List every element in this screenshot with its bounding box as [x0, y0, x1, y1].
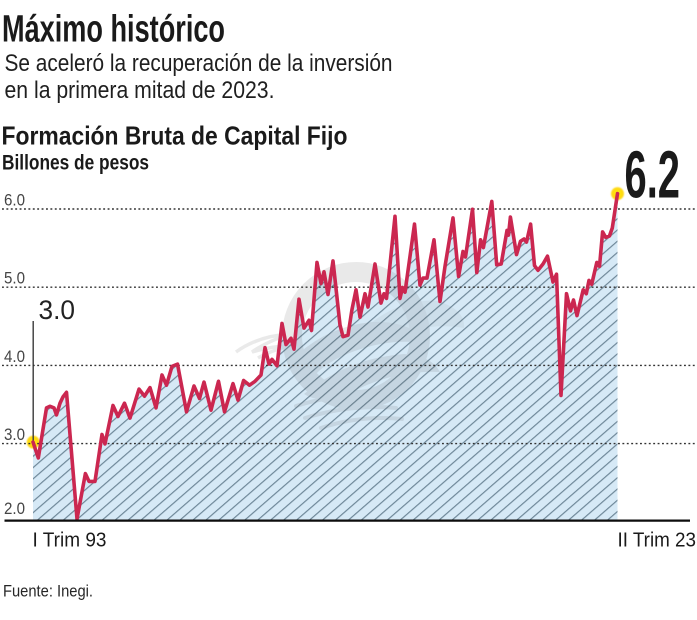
svg-text:3.0: 3.0: [4, 426, 25, 444]
svg-text:Máximo histórico: Máximo histórico: [2, 9, 225, 51]
svg-text:Billones de pesos: Billones de pesos: [2, 151, 149, 174]
svg-text:5.0: 5.0: [4, 270, 25, 288]
svg-text:6.0: 6.0: [4, 192, 25, 210]
svg-text:4.0: 4.0: [4, 348, 25, 366]
svg-text:6.2: 6.2: [625, 138, 681, 213]
svg-text:Fuente: Inegi.: Fuente: Inegi.: [3, 583, 93, 601]
svg-text:2.0: 2.0: [4, 500, 25, 518]
svg-text:Formación Bruta de Capital Fij: Formación Bruta de Capital Fijo: [2, 121, 348, 151]
svg-text:II Trim 23: II Trim 23: [618, 529, 697, 552]
svg-text:I Trim 93: I Trim 93: [33, 529, 107, 552]
svg-text:en la primera mitad de 2023.: en la primera mitad de 2023.: [5, 77, 275, 104]
svg-text:3.0: 3.0: [39, 295, 76, 325]
svg-text:Se aceleró la recuperación de: Se aceleró la recuperación de la inversi…: [5, 50, 393, 77]
